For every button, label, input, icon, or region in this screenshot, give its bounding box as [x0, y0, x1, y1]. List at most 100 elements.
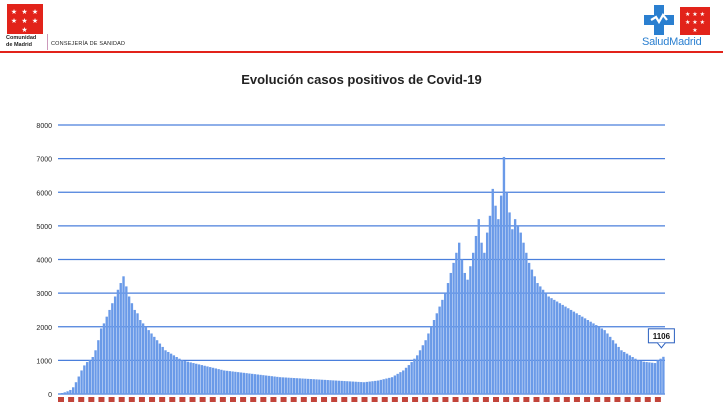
bar — [595, 325, 598, 394]
bar — [558, 303, 562, 394]
bar — [382, 379, 385, 394]
bar — [206, 366, 209, 394]
x-tick-mark — [321, 397, 328, 402]
x-tick-mark — [533, 397, 540, 402]
bar — [301, 378, 304, 394]
bar — [108, 309, 111, 394]
bar — [251, 373, 254, 394]
x-tick-mark — [341, 397, 348, 402]
bar — [197, 364, 201, 394]
bar — [88, 360, 92, 394]
bar — [642, 361, 645, 394]
bar — [399, 372, 402, 394]
bar — [617, 346, 620, 394]
bar — [248, 373, 251, 394]
bar — [200, 365, 204, 394]
bar — [555, 301, 559, 394]
x-tick-mark — [503, 397, 510, 402]
bar — [203, 365, 206, 394]
bar — [130, 303, 134, 394]
bar — [592, 323, 595, 394]
bar — [343, 381, 346, 394]
bar — [393, 375, 397, 394]
bar — [267, 375, 271, 394]
bar — [175, 357, 178, 394]
bar — [276, 376, 279, 394]
bar — [578, 314, 581, 394]
x-tick-mark — [260, 397, 267, 402]
x-tick-mark — [78, 397, 85, 402]
bar — [113, 296, 117, 394]
bar — [477, 219, 480, 394]
bar — [242, 372, 245, 394]
bar — [536, 283, 539, 394]
bar — [550, 298, 553, 394]
bar — [119, 283, 122, 394]
bar — [259, 374, 262, 394]
bar — [340, 380, 343, 394]
bar — [572, 311, 576, 394]
bar — [74, 382, 78, 394]
bar — [186, 361, 190, 394]
x-tick-mark — [391, 397, 398, 402]
x-tick-mark — [543, 397, 550, 402]
header-separator — [47, 34, 48, 50]
bar — [597, 326, 601, 394]
x-tick-mark — [573, 397, 580, 402]
bar — [127, 296, 131, 394]
bar — [245, 373, 248, 394]
bar — [155, 340, 159, 394]
bar — [441, 299, 444, 394]
bar — [648, 362, 651, 394]
bar — [309, 379, 313, 394]
covid-cases-bar-chart: 0 1000 2000 3000 4000 5000 6000 7000 8000 1106 — [36, 123, 675, 402]
bar — [295, 378, 299, 394]
bar — [463, 272, 466, 394]
x-tick-mark — [442, 397, 449, 402]
x-tick-mark — [401, 397, 408, 402]
org-name-line1: Comunidad — [6, 35, 37, 41]
x-tick-mark — [159, 397, 166, 402]
bar — [497, 219, 500, 394]
comunidad-madrid-flag-logo: ★ ★ ★ ★ ★ ★ ★ — [7, 4, 43, 34]
bar — [376, 380, 380, 394]
madrid-flag-icon: ★ ★ ★ ★ ★ ★ ★ — [680, 7, 710, 35]
bar — [659, 358, 662, 394]
bar — [603, 330, 606, 394]
x-tick-mark — [644, 397, 651, 402]
bar — [278, 377, 282, 394]
x-tick-mark — [229, 397, 236, 402]
bar — [281, 377, 285, 394]
bar — [287, 377, 290, 394]
x-tick-mark — [138, 397, 145, 402]
bar — [645, 362, 648, 394]
bar — [637, 360, 640, 394]
bar — [304, 378, 307, 394]
bar — [323, 379, 327, 394]
x-tick-mark — [331, 397, 338, 402]
bar — [332, 380, 335, 394]
bar — [122, 276, 125, 394]
bar — [396, 373, 399, 394]
bar — [385, 378, 388, 394]
bar — [225, 370, 229, 394]
bar — [239, 372, 243, 394]
bar — [653, 363, 657, 394]
x-tick-mark — [563, 397, 570, 402]
y-tick-label: 3000 — [36, 291, 52, 298]
bar — [284, 377, 287, 394]
bar — [628, 355, 632, 394]
bar — [544, 293, 548, 394]
bar — [435, 313, 439, 394]
bar — [139, 320, 142, 394]
bar — [290, 377, 293, 394]
bar — [651, 362, 654, 394]
y-tick-label: 5000 — [36, 224, 52, 231]
bar — [357, 381, 360, 394]
x-tick-mark — [290, 397, 297, 402]
x-tick-mark — [88, 397, 95, 402]
bar — [161, 346, 164, 394]
bar — [446, 283, 450, 394]
bar — [600, 328, 604, 394]
bar — [609, 336, 612, 394]
